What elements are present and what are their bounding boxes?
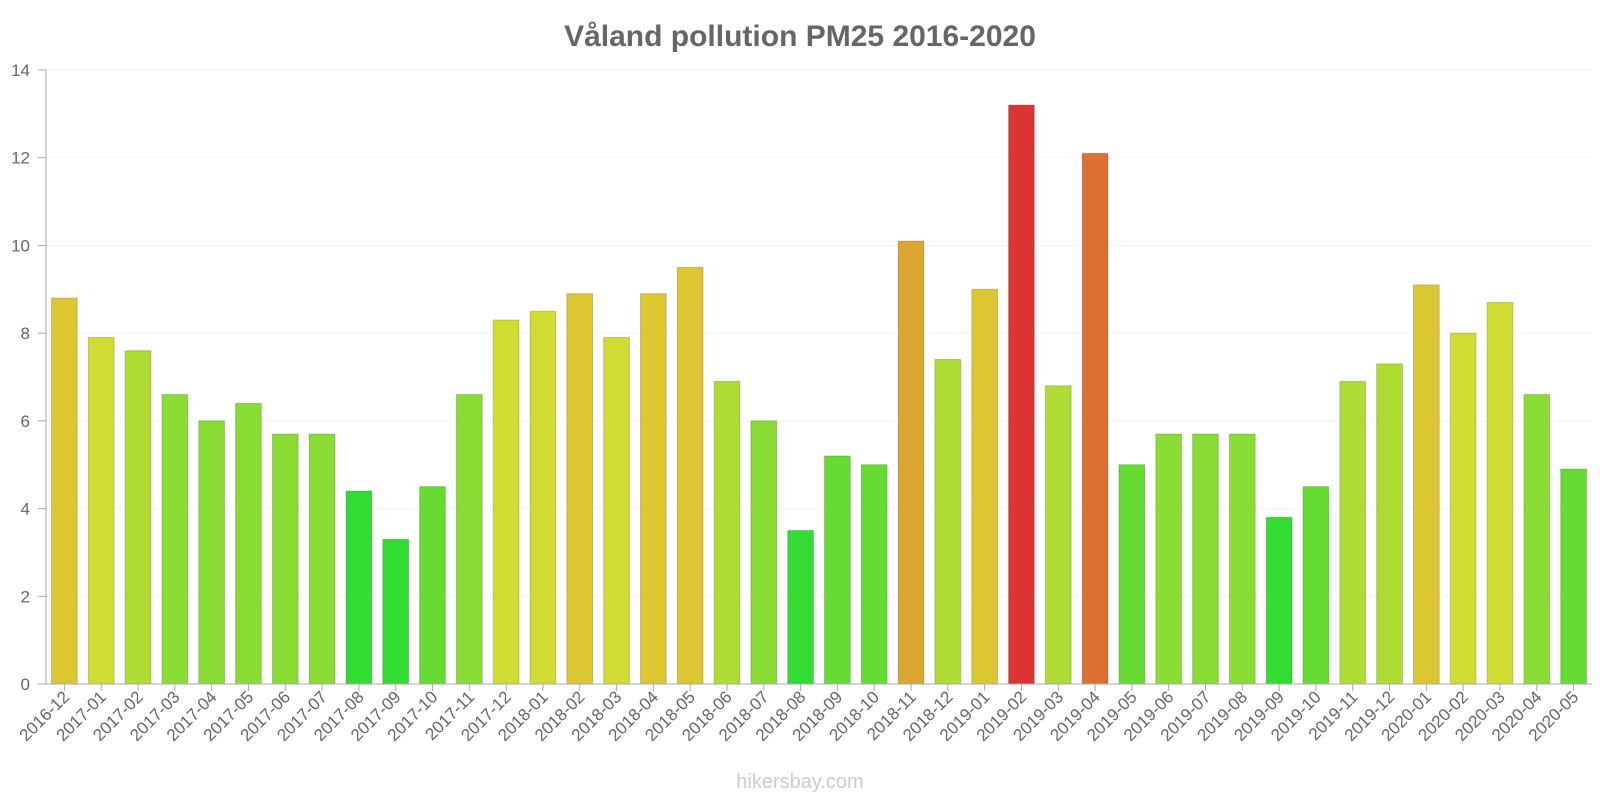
- bar-2018-11: [897, 240, 925, 685]
- bar-2019-02: [1008, 104, 1035, 685]
- bar-2019-06: [1155, 433, 1183, 685]
- y-tick-label: 8: [21, 324, 30, 343]
- y-tick-label: 0: [21, 675, 30, 694]
- bar-2019-07: [1192, 433, 1219, 685]
- bar-2018-03: [603, 337, 630, 685]
- bar-2019-12: [1376, 363, 1403, 685]
- bar-2020-01: [1412, 284, 1440, 685]
- bar-2017-01: [87, 337, 115, 685]
- bar-2019-10: [1302, 486, 1330, 685]
- bar-2020-03: [1486, 301, 1514, 685]
- bar-2017-07: [308, 433, 336, 685]
- bar-2018-12: [934, 358, 962, 685]
- bar-2020-05: [1560, 468, 1587, 685]
- bar-2018-09: [824, 455, 851, 685]
- bar-2019-09: [1265, 516, 1293, 685]
- bar-2019-11: [1339, 380, 1367, 685]
- bar-2018-02: [566, 293, 594, 685]
- bar-2017-06: [271, 433, 299, 685]
- bar-2019-08: [1228, 433, 1256, 685]
- y-tick-label: 12: [11, 149, 30, 168]
- bar-2017-12: [492, 319, 520, 685]
- y-tick-label: 6: [21, 412, 30, 431]
- x-axis: 2016-122017-012017-022017-032017-042017-…: [16, 683, 1592, 745]
- y-tick-label: 2: [21, 587, 30, 606]
- bar-2018-04: [639, 293, 667, 685]
- bar-2017-05: [235, 402, 262, 685]
- bar-2020-04: [1523, 394, 1551, 685]
- bar-2018-10: [860, 464, 888, 685]
- bar-2017-04: [198, 420, 226, 685]
- bar-2018-05: [676, 266, 704, 685]
- bar-2019-03: [1044, 385, 1072, 685]
- bar-2019-05: [1118, 464, 1146, 685]
- y-tick-label: 4: [21, 500, 30, 519]
- bar-2018-01: [529, 310, 557, 685]
- bars: [51, 104, 1587, 685]
- y-tick-label: 10: [11, 236, 30, 255]
- bar-2018-07: [750, 420, 778, 685]
- y-tick-label: 14: [11, 61, 30, 80]
- bar-2020-02: [1449, 332, 1477, 685]
- gridlines: [46, 69, 1592, 597]
- bar-2018-08: [787, 530, 814, 685]
- bar-2019-01: [971, 288, 999, 685]
- bar-2017-03: [161, 394, 189, 685]
- bar-2017-02: [124, 350, 152, 685]
- bar-2017-08: [345, 490, 373, 685]
- watermark: hikersbay.com: [736, 771, 863, 793]
- bar-2017-10: [419, 486, 446, 685]
- bar-2017-09: [382, 538, 410, 685]
- bar-2018-06: [713, 380, 741, 685]
- bar-2019-04: [1081, 152, 1109, 685]
- bar-2016-12: [51, 297, 78, 685]
- y-axis: 0 2 4 6 8 10 12 14: [11, 61, 47, 694]
- bar-2017-11: [455, 394, 483, 685]
- chart-title: Våland pollution PM25 2016-2020: [564, 20, 1036, 53]
